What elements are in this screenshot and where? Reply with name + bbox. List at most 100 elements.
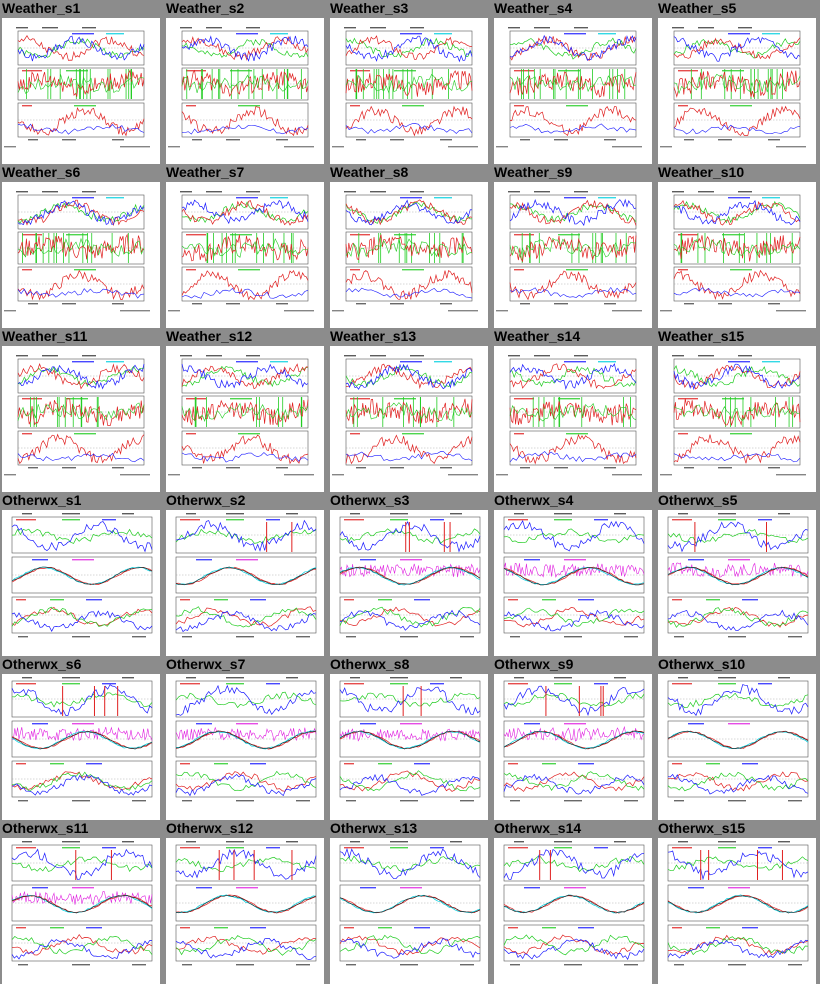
chart-thumbnail-image bbox=[660, 355, 806, 476]
thumbnail-title: Otherwx_s2 bbox=[166, 492, 246, 508]
chart-thumbnail[interactable] bbox=[330, 674, 488, 820]
chart-thumbnail-image bbox=[339, 513, 481, 638]
thumbnail-title: Weather_s4 bbox=[494, 0, 573, 16]
chart-thumbnail[interactable] bbox=[166, 182, 324, 328]
chart-thumbnail[interactable] bbox=[166, 346, 324, 492]
thumbnail-title: Otherwx_s5 bbox=[658, 492, 738, 508]
chart-thumbnail-image bbox=[168, 355, 314, 476]
chart-thumbnail[interactable] bbox=[2, 346, 160, 492]
thumbnail-cell: Otherwx_s9 bbox=[492, 656, 652, 820]
thumbnail-title: Otherwx_s4 bbox=[494, 492, 574, 508]
chart-thumbnail-image bbox=[496, 191, 642, 312]
thumbnail-cell: Otherwx_s3 bbox=[328, 492, 488, 656]
chart-thumbnail-image bbox=[175, 513, 317, 638]
thumbnail-cell: Otherwx_s14 bbox=[492, 820, 652, 984]
thumbnail-title: Weather_s2 bbox=[166, 0, 245, 16]
chart-thumbnail[interactable] bbox=[330, 18, 488, 164]
thumbnail-title: Otherwx_s12 bbox=[166, 820, 254, 836]
chart-thumbnail-image bbox=[168, 191, 314, 312]
thumbnail-cell: Otherwx_s2 bbox=[164, 492, 324, 656]
chart-thumbnail-image bbox=[667, 841, 809, 966]
thumbnail-title: Weather_s1 bbox=[2, 0, 81, 16]
chart-thumbnail-image bbox=[339, 841, 481, 966]
chart-thumbnail[interactable] bbox=[2, 18, 160, 164]
thumbnail-title: Otherwx_s1 bbox=[2, 492, 82, 508]
chart-thumbnail[interactable] bbox=[166, 18, 324, 164]
thumbnail-cell: Otherwx_s6 bbox=[0, 656, 160, 820]
chart-thumbnail[interactable] bbox=[494, 18, 652, 164]
thumbnail-cell: Weather_s11 bbox=[0, 328, 160, 492]
chart-thumbnail-image bbox=[667, 677, 809, 802]
thumbnail-cell: Otherwx_s10 bbox=[656, 656, 816, 820]
thumbnail-title: Otherwx_s9 bbox=[494, 656, 574, 672]
chart-thumbnail[interactable] bbox=[494, 510, 652, 656]
chart-thumbnail-image bbox=[4, 355, 150, 476]
thumbnail-cell: Weather_s4 bbox=[492, 0, 652, 164]
chart-thumbnail[interactable] bbox=[166, 510, 324, 656]
thumbnail-title: Weather_s8 bbox=[330, 164, 409, 180]
chart-thumbnail[interactable] bbox=[658, 674, 816, 820]
thumbnail-cell: Weather_s1 bbox=[0, 0, 160, 164]
chart-thumbnail-image bbox=[660, 27, 806, 148]
thumbnail-cell: Otherwx_s7 bbox=[164, 656, 324, 820]
chart-thumbnail[interactable] bbox=[2, 182, 160, 328]
chart-thumbnail[interactable] bbox=[494, 182, 652, 328]
chart-thumbnail-image bbox=[339, 677, 481, 802]
chart-thumbnail[interactable] bbox=[2, 510, 160, 656]
thumbnail-title: Otherwx_s7 bbox=[166, 656, 246, 672]
chart-thumbnail-image bbox=[660, 191, 806, 312]
chart-thumbnail[interactable] bbox=[166, 674, 324, 820]
thumbnail-title: Weather_s9 bbox=[494, 164, 573, 180]
chart-thumbnail[interactable] bbox=[330, 182, 488, 328]
thumbnail-cell: Otherwx_s5 bbox=[656, 492, 816, 656]
chart-thumbnail-image bbox=[496, 27, 642, 148]
thumbnail-title: Otherwx_s15 bbox=[658, 820, 746, 836]
chart-thumbnail[interactable] bbox=[494, 346, 652, 492]
thumbnail-title: Otherwx_s13 bbox=[330, 820, 418, 836]
thumbnail-title: Weather_s15 bbox=[658, 328, 745, 344]
chart-thumbnail-image bbox=[332, 27, 478, 148]
thumbnail-cell: Otherwx_s1 bbox=[0, 492, 160, 656]
thumbnail-cell: Otherwx_s11 bbox=[0, 820, 160, 984]
chart-thumbnail[interactable] bbox=[2, 674, 160, 820]
thumbnail-title: Weather_s6 bbox=[2, 164, 81, 180]
thumbnail-cell: Weather_s2 bbox=[164, 0, 324, 164]
chart-thumbnail-image bbox=[503, 841, 645, 966]
thumbnail-title: Weather_s10 bbox=[658, 164, 745, 180]
chart-thumbnail[interactable] bbox=[330, 510, 488, 656]
chart-thumbnail[interactable] bbox=[658, 18, 816, 164]
chart-thumbnail[interactable] bbox=[330, 838, 488, 984]
thumbnail-cell: Weather_s8 bbox=[328, 164, 488, 328]
thumbnail-title: Weather_s12 bbox=[166, 328, 253, 344]
thumbnail-cell: Otherwx_s8 bbox=[328, 656, 488, 820]
thumbnail-title: Otherwx_s3 bbox=[330, 492, 410, 508]
thumbnail-cell: Otherwx_s13 bbox=[328, 820, 488, 984]
chart-thumbnail-image bbox=[496, 355, 642, 476]
thumbnail-title: Otherwx_s6 bbox=[2, 656, 82, 672]
chart-thumbnail-image bbox=[11, 841, 153, 966]
chart-thumbnail[interactable] bbox=[494, 838, 652, 984]
thumbnail-title: Weather_s3 bbox=[330, 0, 409, 16]
thumbnail-title: Otherwx_s10 bbox=[658, 656, 746, 672]
thumbnail-cell: Weather_s10 bbox=[656, 164, 816, 328]
thumbnail-title: Otherwx_s8 bbox=[330, 656, 410, 672]
chart-thumbnail[interactable] bbox=[494, 674, 652, 820]
chart-thumbnail[interactable] bbox=[658, 510, 816, 656]
chart-thumbnail[interactable] bbox=[2, 838, 160, 984]
thumbnail-cell: Weather_s13 bbox=[328, 328, 488, 492]
chart-thumbnail[interactable] bbox=[658, 182, 816, 328]
chart-thumbnail[interactable] bbox=[658, 346, 816, 492]
thumbnail-cell: Weather_s5 bbox=[656, 0, 816, 164]
chart-thumbnail-image bbox=[503, 513, 645, 638]
chart-thumbnail-image bbox=[4, 191, 150, 312]
thumbnail-cell: Otherwx_s12 bbox=[164, 820, 324, 984]
chart-thumbnail[interactable] bbox=[658, 838, 816, 984]
chart-thumbnail-image bbox=[175, 677, 317, 802]
chart-thumbnail[interactable] bbox=[330, 346, 488, 492]
chart-thumbnail[interactable] bbox=[166, 838, 324, 984]
thumbnail-cell: Weather_s9 bbox=[492, 164, 652, 328]
thumbnail-title: Otherwx_s11 bbox=[2, 820, 89, 836]
thumbnail-cell: Otherwx_s15 bbox=[656, 820, 816, 984]
chart-thumbnail-image bbox=[4, 27, 150, 148]
